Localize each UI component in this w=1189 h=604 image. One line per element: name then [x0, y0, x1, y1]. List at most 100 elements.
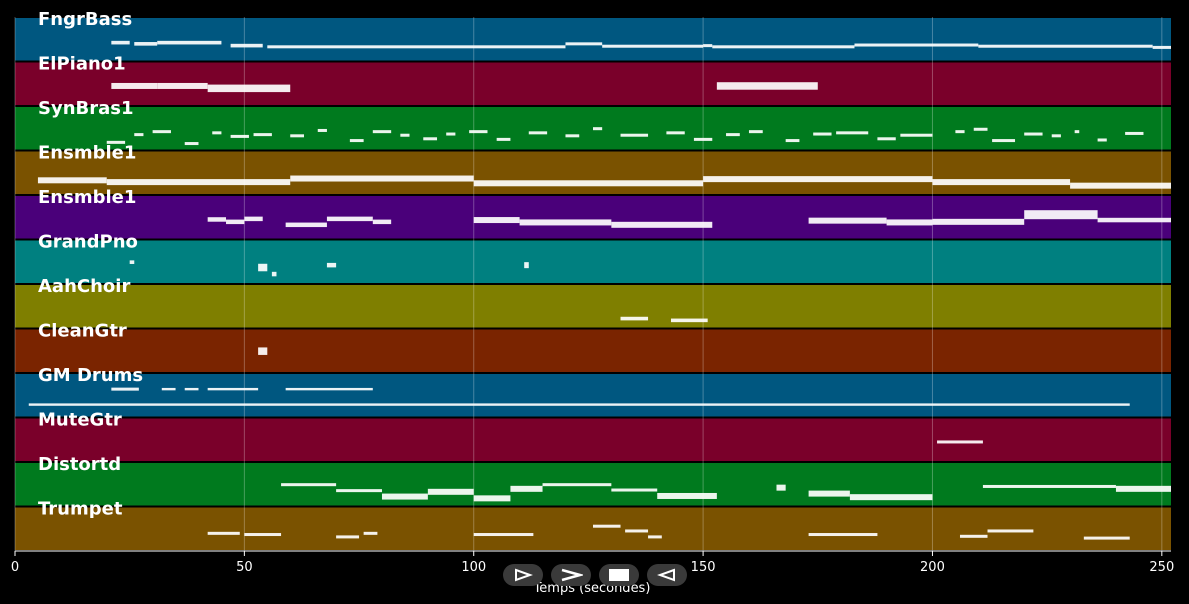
x-tick-label: 100: [461, 560, 486, 575]
track-band: [15, 240, 1171, 283]
note-segment: [157, 40, 222, 45]
note-segment: [625, 529, 649, 533]
note-segment: [381, 493, 428, 500]
note-segment: [400, 133, 410, 137]
track-label: Distortd: [38, 454, 121, 475]
note-segment: [693, 137, 713, 141]
note-segment: [157, 82, 208, 89]
track-band: [15, 18, 1171, 61]
note-segment: [212, 131, 222, 135]
note-segment: [748, 130, 763, 134]
note-segment: [207, 84, 291, 93]
note-segment: [207, 387, 259, 391]
note-segment: [716, 82, 818, 90]
note-segment: [267, 45, 566, 49]
x-axis: 0 50 100 150 200 250: [11, 550, 1174, 575]
note-segment: [129, 260, 135, 264]
rewind-button[interactable]: [647, 564, 687, 586]
note-segment: [703, 176, 933, 183]
note-segment: [285, 222, 327, 228]
note-segment: [469, 130, 488, 134]
track-band: [15, 418, 1171, 461]
note-segment: [854, 43, 979, 47]
note-segment: [111, 82, 158, 89]
note-segment: [258, 347, 268, 355]
note-segment: [670, 318, 708, 323]
track-label: MuteGtr: [38, 410, 122, 431]
play-from-start-button[interactable]: [503, 564, 543, 586]
note-segment: [886, 219, 933, 226]
track-label: GM Drums: [38, 365, 143, 386]
track-band: [15, 329, 1171, 372]
note-segment: [620, 316, 649, 321]
note-segment: [106, 140, 126, 144]
note-segment: [712, 45, 855, 49]
note-segment: [244, 216, 263, 222]
note-segment: [161, 387, 176, 391]
note-segment: [317, 128, 327, 132]
note-segment: [849, 494, 933, 501]
note-segment: [593, 524, 621, 528]
x-tick-label: 250: [1149, 560, 1174, 575]
note-segment: [1083, 536, 1130, 540]
note-segment: [111, 387, 139, 391]
note-segment: [1051, 134, 1061, 138]
note-segment: [152, 130, 171, 134]
note-segment: [785, 139, 800, 143]
track-band: [15, 285, 1171, 328]
note-segment: [836, 131, 869, 135]
note-segment: [987, 529, 1034, 533]
note-segment: [207, 531, 240, 535]
play-outline-icon: [515, 568, 533, 582]
note-segment: [524, 262, 529, 269]
labels-layer: FngrBass ElPiano1 SynBras1 Ensmble1 Ensmble1…: [38, 9, 143, 520]
note-segment: [959, 534, 988, 538]
note-segment: [900, 133, 933, 137]
track-label: AahChoir: [38, 276, 130, 297]
note-segment: [372, 219, 392, 225]
note-segment: [336, 489, 382, 493]
track-label: SynBras1: [38, 98, 134, 119]
note-segment: [666, 131, 685, 135]
note-segment: [937, 440, 983, 444]
note-segment: [106, 179, 291, 186]
play-button[interactable]: [551, 564, 591, 586]
x-tick-label: 0: [11, 560, 19, 575]
note-segment: [372, 130, 392, 134]
note-segment: [1097, 217, 1171, 223]
note-segment: [593, 127, 603, 131]
note-segment: [290, 175, 474, 182]
stop-button[interactable]: [599, 564, 639, 586]
x-tick-label: 200: [920, 560, 945, 575]
note-segment: [955, 130, 965, 134]
track-band: [15, 196, 1171, 239]
note-segment: [808, 217, 887, 224]
note-segment: [349, 139, 364, 143]
track-band: [15, 507, 1171, 550]
note-segment: [446, 132, 456, 136]
track-label: Ensmble1: [38, 143, 136, 164]
note-segment: [1074, 130, 1080, 134]
note-segment: [657, 492, 717, 499]
note-segment: [542, 483, 612, 487]
note-segment: [473, 495, 511, 502]
note-segment: [230, 43, 263, 48]
note-segment: [473, 533, 534, 537]
note-segment: [281, 483, 337, 487]
note-segment: [1070, 182, 1171, 189]
note-segment: [111, 40, 130, 45]
note-segment: [1115, 485, 1171, 492]
track-band: [15, 151, 1171, 194]
note-segment: [473, 217, 520, 224]
note-segment: [877, 137, 896, 141]
track-label: Ensmble1: [38, 187, 136, 208]
play-reverse-icon: [657, 568, 675, 582]
stop-square-icon: [609, 569, 629, 581]
note-segment: [528, 131, 548, 135]
note-segment: [290, 134, 304, 138]
grid-layer: [14, 17, 1163, 551]
note-segment: [648, 535, 662, 539]
note-segment: [207, 217, 227, 222]
note-segment: [184, 387, 199, 391]
note-segment: [1152, 45, 1171, 49]
